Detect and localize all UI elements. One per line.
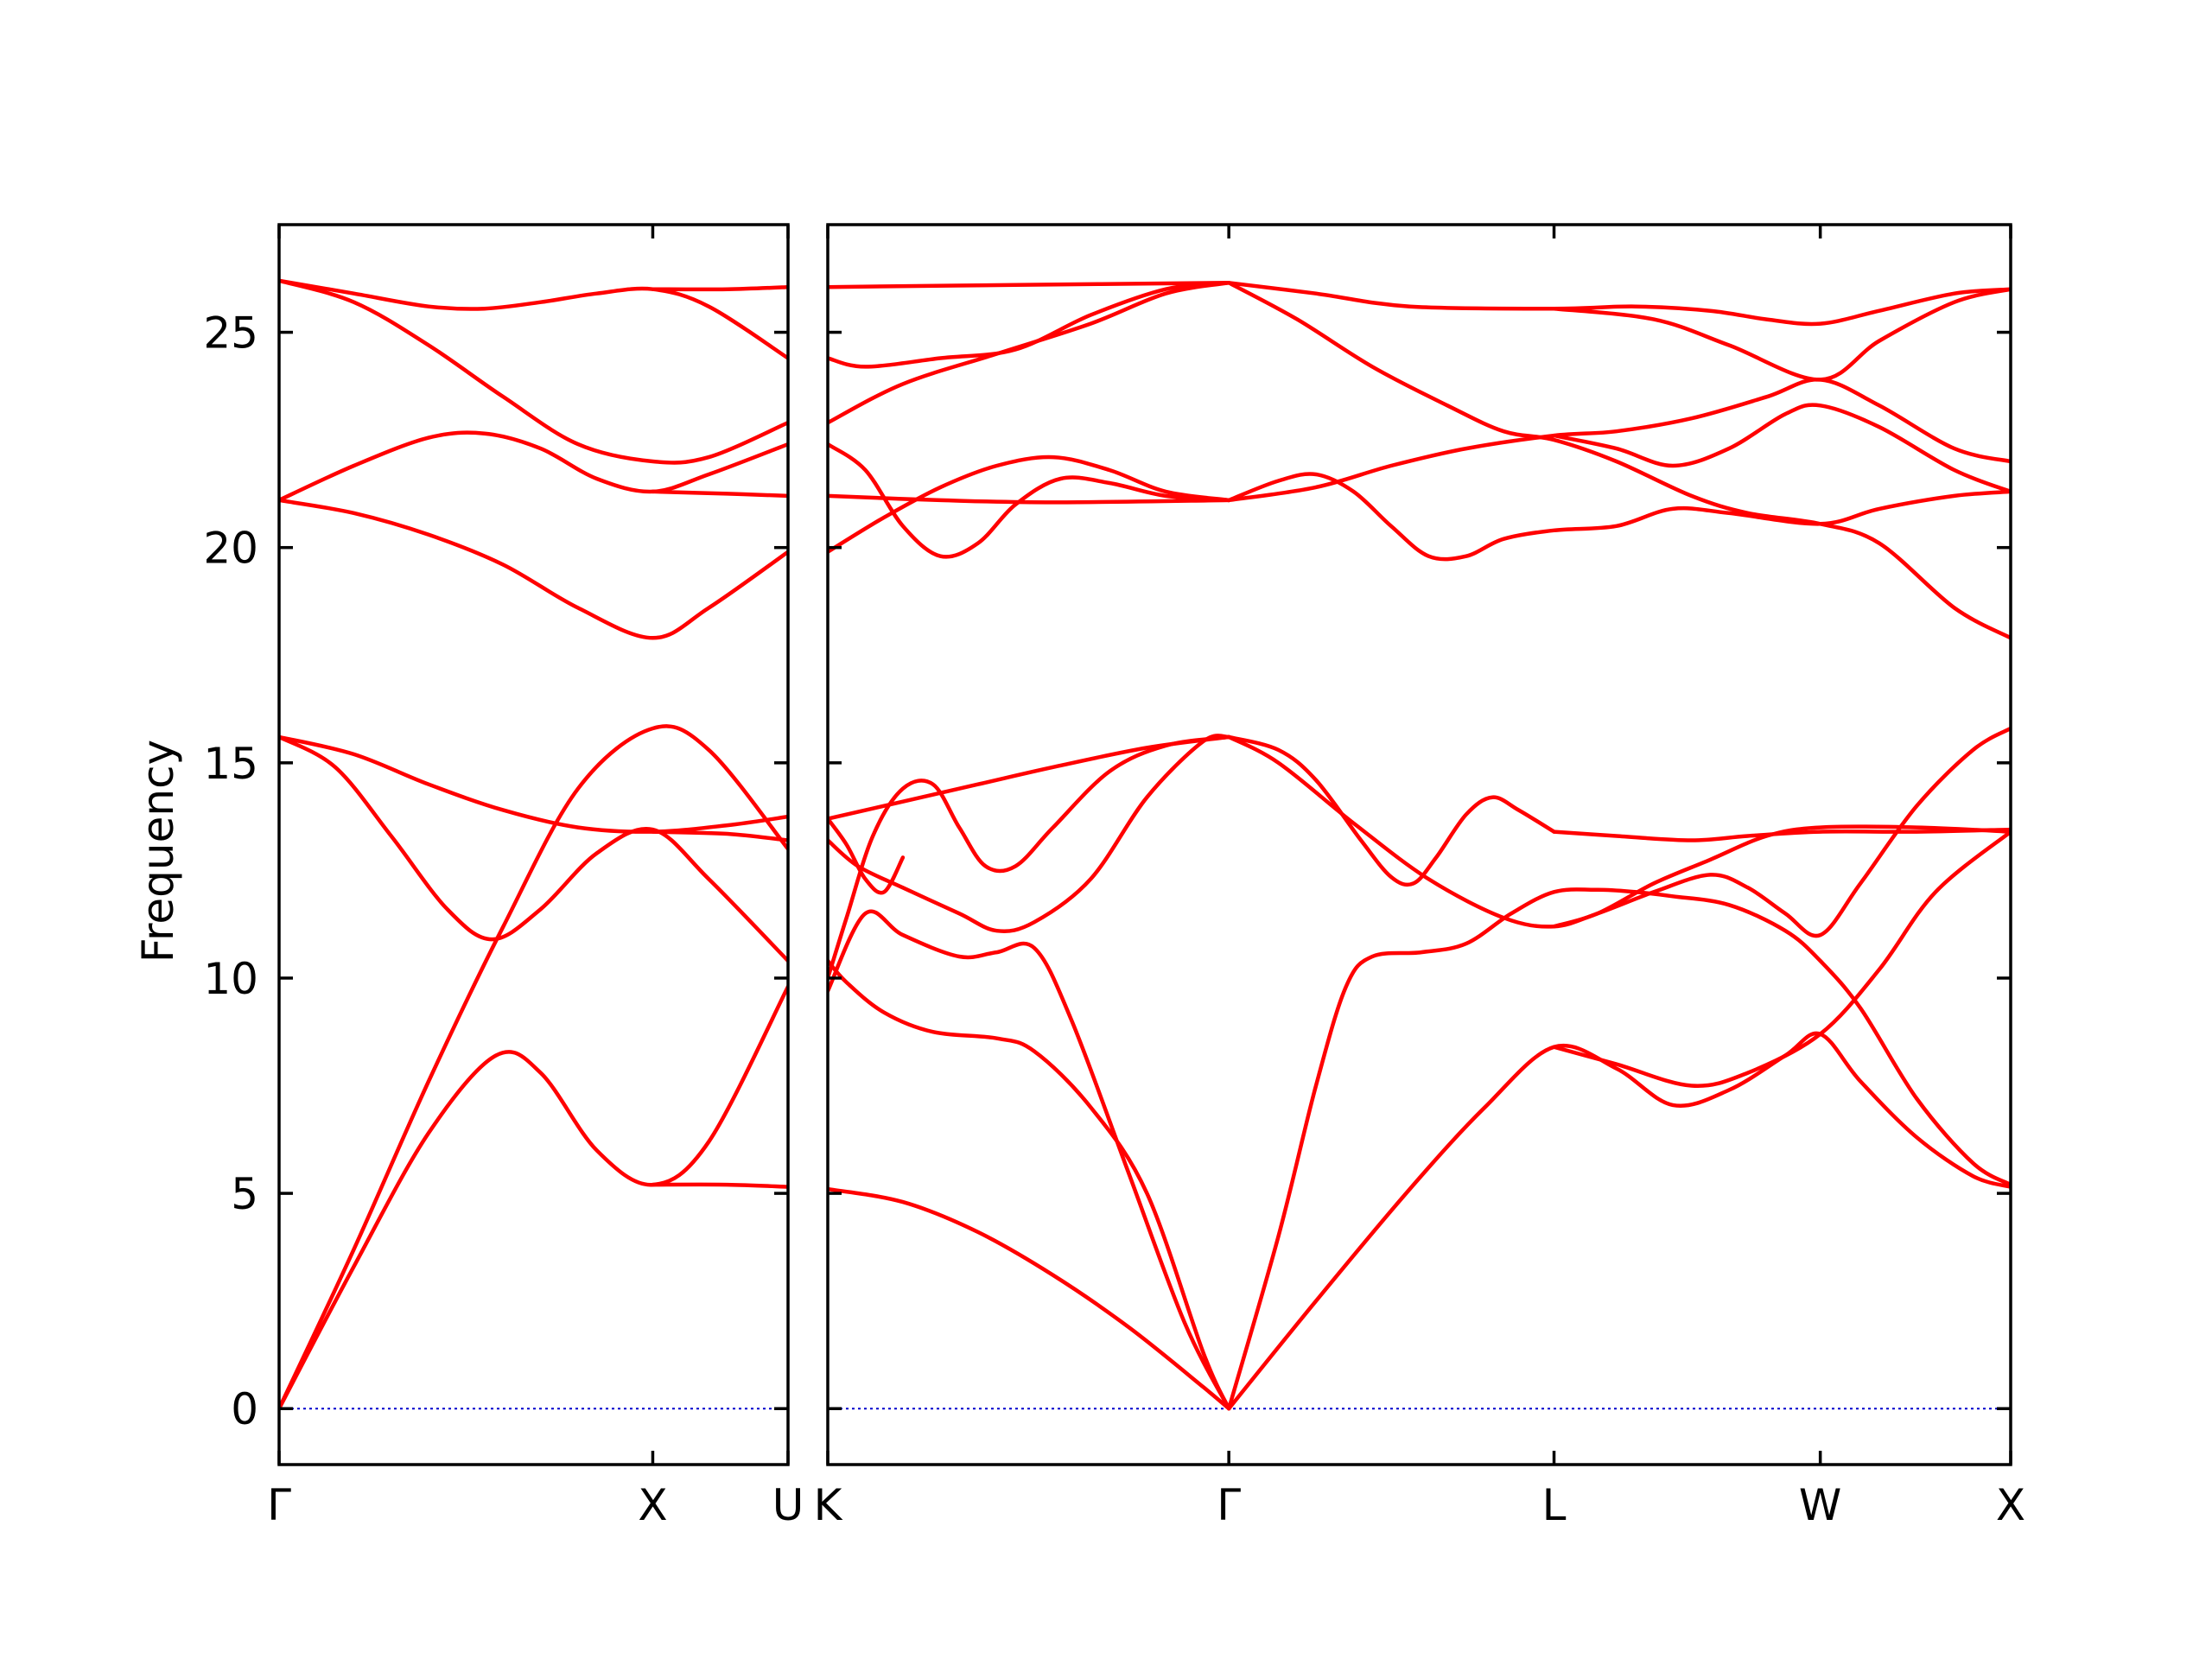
phonon-band <box>828 454 1231 554</box>
high-symmetry-label: W <box>1799 1480 1841 1530</box>
phonon-band <box>1226 472 2011 562</box>
high-symmetry-label: L <box>1542 1480 1567 1530</box>
high-symmetry-label: X <box>638 1480 667 1530</box>
phonon-band <box>651 284 788 292</box>
y-tick-label: 0 <box>231 1384 258 1434</box>
phonon-band <box>1226 1031 2011 1411</box>
phonon-band <box>279 278 788 360</box>
y-tick-label: 5 <box>231 1169 258 1219</box>
phonon-band <box>279 984 788 1411</box>
high-symmetry-label: Γ <box>267 1480 291 1530</box>
phonon-band <box>651 1182 788 1189</box>
phonon-band <box>279 430 788 503</box>
phonon-band <box>1552 830 2011 1089</box>
plot-area <box>828 281 2011 1411</box>
phonon-band <box>828 281 1231 369</box>
phonon-band <box>1552 403 2011 494</box>
phonon-band <box>828 281 1231 289</box>
phonon-band <box>828 281 1231 425</box>
y-axis-label: Frequency <box>133 740 183 963</box>
phonon-band <box>279 724 788 1411</box>
phonon-band <box>1552 827 2011 842</box>
phonon-band <box>1226 887 2011 1411</box>
y-tick-label: 25 <box>203 308 258 359</box>
phonon-band <box>651 489 788 499</box>
phonon-band <box>1552 824 2011 929</box>
high-symmetry-label: U <box>772 1480 804 1530</box>
panel-left: 0 5 10 15 20 25 Γ X U <box>203 223 804 1530</box>
phonon-band <box>279 278 788 465</box>
phonon-band <box>1226 734 1556 887</box>
plot-area <box>279 278 788 1411</box>
phonon-band <box>651 830 788 842</box>
phonon-band <box>279 734 788 834</box>
plot-panels: 0 5 10 15 20 25 Γ X U K Γ L W X <box>203 223 2025 1530</box>
high-symmetry-label: Γ <box>1217 1480 1241 1530</box>
phonon-band <box>828 817 906 895</box>
high-symmetry-label: K <box>814 1480 843 1530</box>
phonon-band <box>1226 281 2011 640</box>
high-symmetry-label: X <box>1996 1480 2025 1530</box>
phonon-band <box>1552 287 2011 382</box>
y-tick-label: 20 <box>203 524 258 574</box>
phonon-band <box>828 958 1231 1411</box>
phonon-band <box>1226 281 2011 327</box>
phonon-band <box>828 734 1231 981</box>
axes-frame <box>277 223 790 1466</box>
phonon-band <box>828 734 1231 821</box>
phonon-band <box>279 734 788 963</box>
phonon-band <box>828 442 1231 559</box>
y-tick-label: 15 <box>203 739 258 789</box>
phonon-band <box>1226 378 2011 503</box>
y-tick-label: 10 <box>203 954 258 1004</box>
phonon-band <box>1226 726 2011 938</box>
axes-frame <box>826 223 2012 1466</box>
phonon-band <box>828 734 1231 933</box>
phonon-band <box>828 1186 1231 1411</box>
phonon-band <box>828 909 1231 1411</box>
phonon-band <box>279 498 788 640</box>
